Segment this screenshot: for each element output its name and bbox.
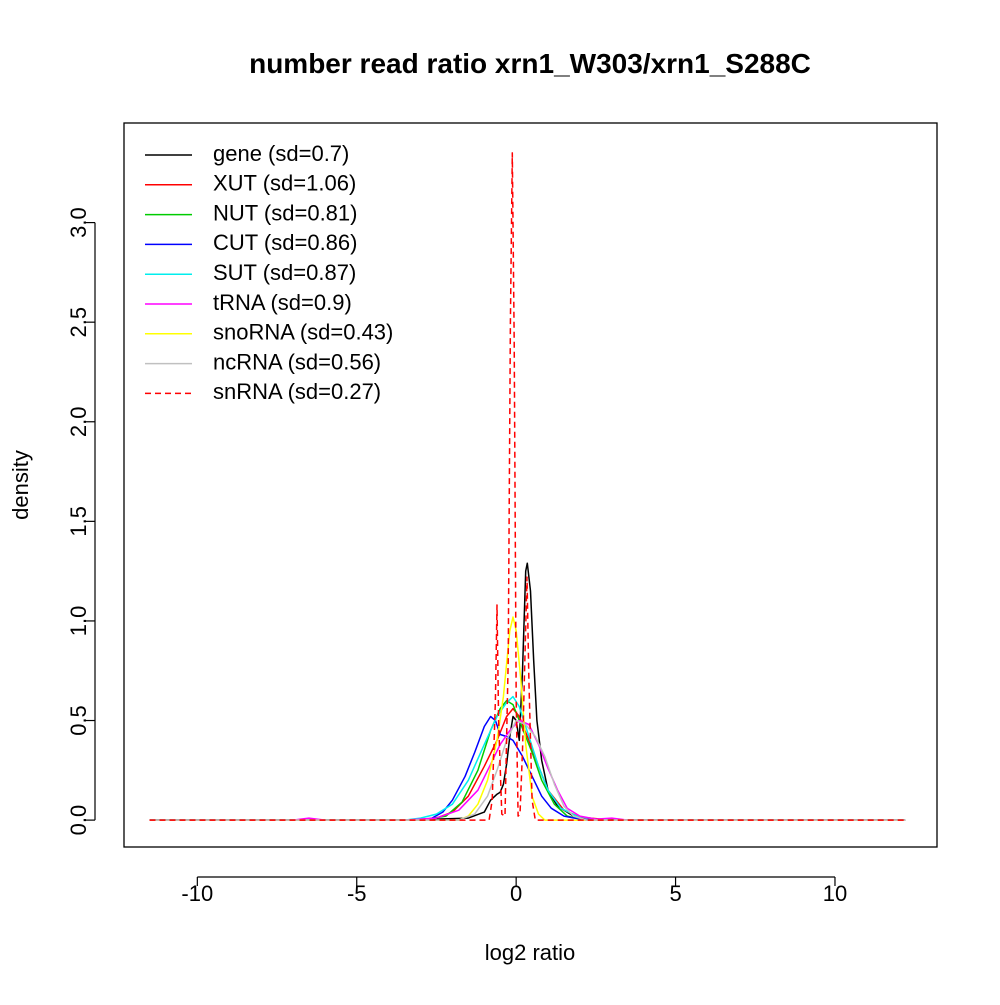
legend-label-sut: SUT (sd=0.87) bbox=[213, 260, 356, 285]
series-layer bbox=[149, 152, 906, 821]
series-line-gene bbox=[149, 562, 906, 821]
y-tick-label: 1.5 bbox=[66, 506, 91, 537]
legend-label-snorna: snoRNA (sd=0.43) bbox=[213, 320, 393, 345]
x-tick-label: 5 bbox=[669, 881, 681, 906]
y-tick-label: 2.5 bbox=[66, 307, 91, 338]
chart-title: number read ratio xrn1_W303/xrn1_S288C bbox=[249, 48, 811, 79]
series-line-snorna bbox=[149, 616, 906, 821]
x-tick-label: 0 bbox=[510, 881, 522, 906]
x-tick-label: 10 bbox=[823, 881, 847, 906]
legend-label-snrna: snRNA (sd=0.27) bbox=[213, 379, 381, 404]
y-tick-label: 1.0 bbox=[66, 606, 91, 637]
y-tick-label: 3.0 bbox=[66, 207, 91, 238]
series-line-snrna bbox=[149, 152, 906, 821]
y-tick-label: 2.0 bbox=[66, 407, 91, 438]
axis-layer: -10 -5 0 5 10 0.0 0.5 1.0 1.5 2.0 2.5 3.0 bbox=[66, 207, 847, 906]
plot-frame bbox=[123, 122, 938, 848]
legend-label-ncrna: ncRNA (sd=0.56) bbox=[213, 349, 381, 374]
legend-label-trna: tRNA (sd=0.9) bbox=[213, 290, 352, 315]
x-tick-label: -10 bbox=[181, 881, 213, 906]
legend: gene (sd=0.7) XUT (sd=1.06) NUT (sd=0.81) C… bbox=[145, 141, 393, 404]
x-axis-label: log2 ratio bbox=[485, 940, 576, 965]
y-axis-label: density bbox=[8, 450, 33, 520]
x-tick-label: -5 bbox=[347, 881, 367, 906]
y-tick-label: 0.5 bbox=[66, 705, 91, 736]
legend-label-cut: CUT (sd=0.86) bbox=[213, 230, 357, 255]
series-line-ncrna bbox=[149, 719, 906, 821]
legend-label-gene: gene (sd=0.7) bbox=[213, 141, 349, 166]
legend-label-nut: NUT (sd=0.81) bbox=[213, 200, 357, 225]
y-tick-label: 0.0 bbox=[66, 805, 91, 836]
legend-label-xut: XUT (sd=1.06) bbox=[213, 171, 356, 196]
series-line-nut bbox=[149, 699, 906, 821]
series-line-sut bbox=[149, 695, 906, 821]
